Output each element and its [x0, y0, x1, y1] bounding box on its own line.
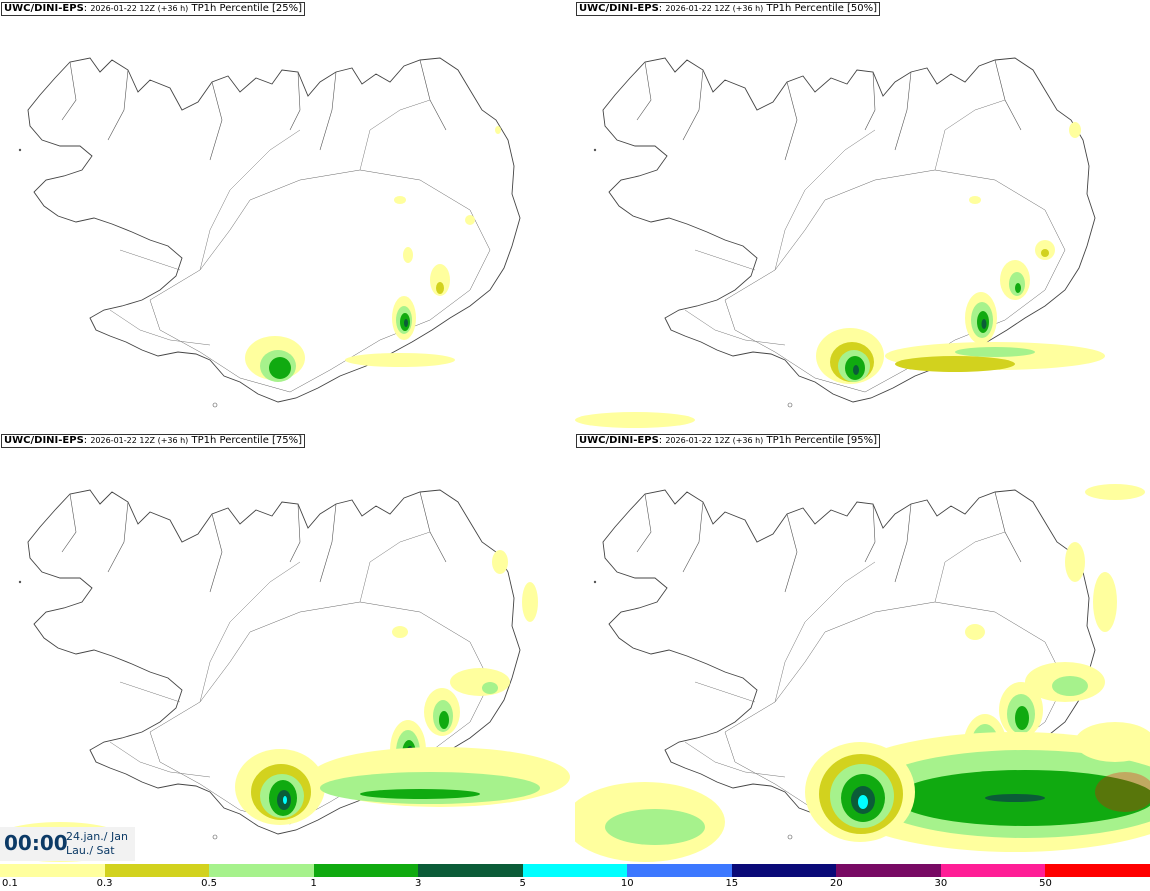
colorbar-label: 10 [620, 878, 634, 889]
panel-source: UWC/DINI-EPS [4, 435, 84, 446]
colorbar-label: 3 [414, 878, 422, 889]
precip-areas [575, 122, 1105, 428]
iceland-map [18, 57, 521, 408]
panel-run: 2026-01-22 12Z (+36 h) [665, 436, 764, 445]
panel-run: 2026-01-22 12Z (+36 h) [90, 436, 189, 445]
precip-areas [575, 484, 1150, 862]
colorbar-label: 20 [829, 878, 843, 889]
valid-date: 24.jan./ Jan Lau./ Sat [66, 830, 128, 858]
panel-title: UWC/DINI-EPS: 2026-01-22 12Z (+36 h) TP1… [576, 434, 881, 448]
panel-source: UWC/DINI-EPS [579, 435, 659, 446]
colorbar-segment [731, 864, 837, 877]
colorbar-segment [627, 864, 732, 877]
colorbar [0, 864, 1150, 877]
colorbar-segment [104, 864, 210, 877]
iceland-map [0, 489, 570, 862]
panel-title: UWC/DINI-EPS: 2026-01-22 12Z (+36 h) TP1… [576, 2, 881, 16]
valid-time: 00:00 [4, 831, 68, 855]
colorbar-segment [418, 864, 523, 877]
precip-areas [245, 126, 501, 382]
panel-field: TP1h Percentile [25%] [191, 3, 303, 14]
panel-source: UWC/DINI-EPS [4, 3, 84, 14]
colorbar-label: 50 [1039, 878, 1052, 889]
colorbar-label: 0.3 [96, 878, 113, 889]
panel-source: UWC/DINI-EPS [579, 3, 659, 14]
colorbar-label: 1 [310, 878, 317, 889]
valid-time-box: 00:00 24.jan./ Jan Lau./ Sat [0, 827, 135, 861]
colorbar-segment [313, 864, 419, 877]
panel-run: 2026-01-22 12Z (+36 h) [90, 4, 189, 13]
panel-field: TP1h Percentile [75%] [191, 435, 303, 446]
panel-run: 2026-01-22 12Z (+36 h) [665, 4, 764, 13]
colorbar-segment [522, 864, 628, 877]
colorbar-segment [209, 864, 314, 877]
iceland-map [575, 57, 1105, 428]
colorbar-segment [836, 864, 941, 877]
map-panel-25: UWC/DINI-EPS: 2026-01-22 12Z (+36 h) TP1… [0, 0, 575, 432]
precip-areas [0, 550, 570, 862]
panel-field: TP1h Percentile [95%] [766, 435, 878, 446]
colorbar-label: 15 [725, 878, 739, 889]
colorbar-segment [0, 864, 105, 877]
colorbar-label: 0.1 [2, 878, 18, 889]
date-line-2: Lau./ Sat [66, 844, 115, 857]
colorbar-segment [1045, 864, 1150, 877]
map-panel-95: UWC/DINI-EPS: 2026-01-22 12Z (+36 h) TP1… [575, 432, 1150, 864]
panel-field: TP1h Percentile [50%] [766, 3, 878, 14]
colorbar-segment [940, 864, 1046, 877]
iceland-map [575, 484, 1150, 862]
colorbar-label: 30 [934, 878, 948, 889]
date-line-1: 24.jan./ Jan [66, 830, 128, 843]
colorbar-label: 0.5 [201, 878, 218, 889]
map-panel-75: UWC/DINI-EPS: 2026-01-22 12Z (+36 h) TP1… [0, 432, 575, 864]
colorbar-label: 5 [519, 878, 526, 889]
panel-title: UWC/DINI-EPS: 2026-01-22 12Z (+36 h) TP1… [1, 2, 306, 16]
panel-title: UWC/DINI-EPS: 2026-01-22 12Z (+36 h) TP1… [1, 434, 306, 448]
map-panel-50: UWC/DINI-EPS: 2026-01-22 12Z (+36 h) TP1… [575, 0, 1150, 432]
colorbar-labels: 0.1 0.3 0.5 1 3 5 10 15 20 30 50 [0, 878, 1150, 891]
